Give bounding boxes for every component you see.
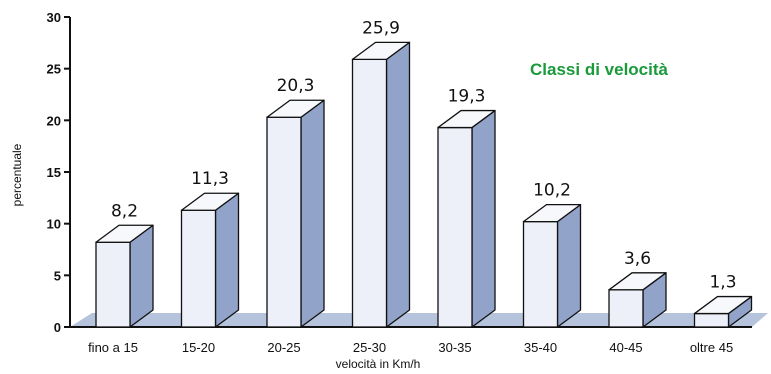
bar: 10,2 [522,181,582,328]
bar: 11,3 [180,169,240,328]
bar-top [266,99,325,118]
bar-top [95,224,154,243]
x-tick-label: 40-45 [609,340,642,355]
x-tick-label: 15-20 [182,340,215,355]
x-tick-label: fino a 15 [88,340,138,355]
data-label: 20,3 [277,76,315,96]
bar: 19,3 [437,87,496,328]
data-label: 3,6 [624,249,651,269]
data-label: 8,2 [111,201,138,221]
x-tick-label: oltre 45 [690,340,733,355]
bar-side [300,99,325,328]
data-label: 25,9 [362,18,400,38]
bar-front [351,58,388,328]
y-tick-label: 0 [54,320,61,335]
chart-floor [70,313,768,327]
bar-top [608,272,667,291]
data-label: 19,3 [448,87,486,107]
bar-side [214,192,240,328]
bar: 25,9 [351,18,411,328]
bar-front [95,241,131,328]
bar-side [385,41,411,328]
bar-side [129,224,154,328]
x-tick-label: 25-30 [353,340,386,355]
bar: 3,6 [608,249,667,328]
y-tick-label: 20 [47,113,61,128]
bar: 8,2 [95,201,154,328]
bar-top [351,41,411,61]
bar-top [180,192,240,211]
y-tick-label: 15 [47,165,61,180]
data-label: 1,3 [709,273,736,293]
bar: 1,3 [693,273,753,328]
y-tick-label: 30 [47,10,61,25]
bar-front [437,126,473,328]
x-tick-label: 20-25 [267,340,300,355]
x-axis-labels: fino a 15 15-20 20-25 25-30 30-35 35-40 40-45 o… [88,340,733,355]
bar-top [437,109,496,129]
bar-front [180,209,217,328]
bar-top [522,203,582,223]
y-axis-title: percentuale [10,143,24,206]
data-label: 11,3 [191,169,229,189]
x-tick-label: 30-35 [438,340,471,355]
bar-front [522,220,559,328]
bar-side [471,109,496,328]
x-tick-label: 35-40 [524,340,557,355]
bar-front [608,289,644,328]
y-tick-label: 25 [47,62,61,77]
bar-front [693,312,730,328]
y-tick-label: 5 [54,268,61,283]
bar-front [266,116,302,328]
y-tick-label: 10 [47,217,61,232]
x-axis-title: velocità in Km/h [336,357,421,371]
data-label: 10,2 [533,181,571,201]
chart-title: Classi di velocità [530,60,668,79]
bar-top [693,295,753,315]
bars: 8,2 11,3 20,3 25,9 19,3 10,2 3,6 1,3 [95,18,753,328]
bar: 20,3 [266,76,325,328]
bar-side [556,203,582,328]
